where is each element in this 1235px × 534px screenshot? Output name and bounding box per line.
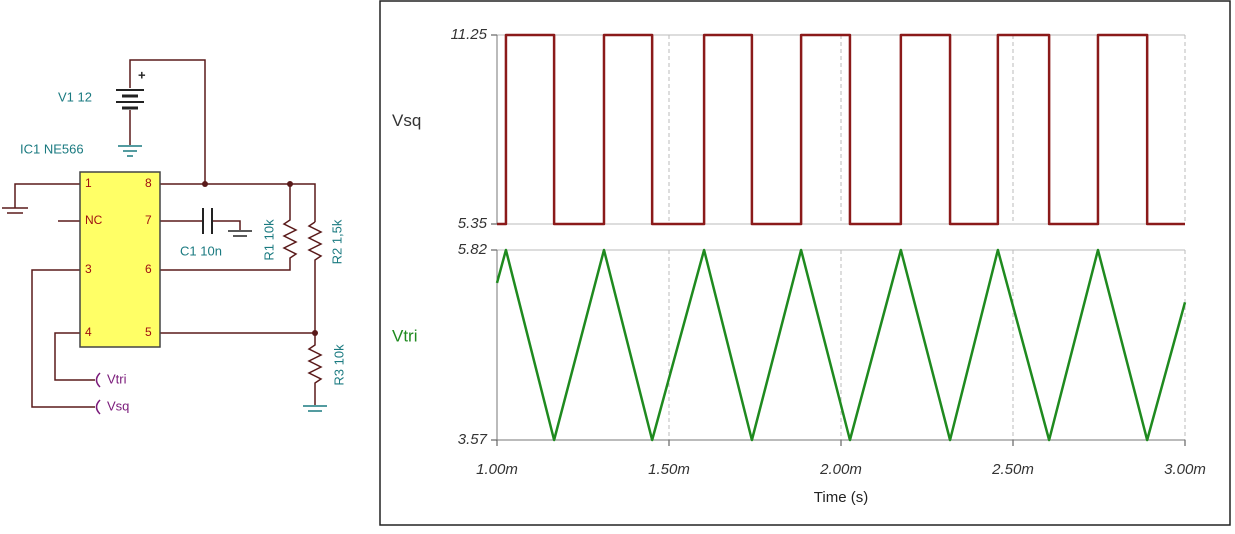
series-line	[497, 33, 1185, 226]
x-tick-label: 1.50m	[648, 461, 690, 478]
component-label: R3 10k	[331, 344, 346, 386]
resistor-r3	[307, 333, 323, 405]
resistor-r2	[160, 221, 323, 334]
plus-sign: +	[138, 67, 146, 82]
probe	[95, 372, 101, 388]
ic-body	[79, 171, 161, 348]
junction	[312, 330, 318, 336]
series-label: Vsq	[392, 111, 421, 130]
component-label: V1 12	[58, 89, 92, 104]
x-tick-label: 2.50m	[991, 461, 1034, 478]
y-tick-label: 3.57	[458, 431, 488, 448]
y-tick-label: 5.82	[458, 241, 488, 258]
component-label: C1 10n	[180, 243, 222, 258]
junction	[287, 181, 293, 187]
wire	[160, 183, 316, 222]
pin-label: 5	[145, 325, 152, 339]
pin-label: 4	[85, 325, 92, 339]
probe	[95, 399, 101, 415]
pin-label: 8	[145, 176, 152, 190]
pin-label: 3	[85, 262, 92, 276]
junction	[202, 181, 208, 187]
y-tick-label: 11.25	[451, 26, 488, 43]
probe-label: Vtri	[107, 371, 127, 386]
wire	[129, 59, 206, 184]
component-label: IC1 NE566	[20, 141, 84, 156]
x-tick-label: 2.00m	[819, 461, 862, 478]
component-label: R1 10k	[261, 219, 276, 261]
x-axis-label: Time (s)	[814, 489, 868, 506]
component-label: R2 1,5k	[329, 219, 344, 264]
pin-label: 1	[85, 176, 92, 190]
pin-label: 7	[145, 213, 152, 227]
pin-label: 6	[145, 262, 152, 276]
wire	[213, 220, 241, 230]
series-line	[495, 248, 1187, 442]
plots: 11.25 5.35 Vsq 5.82 3.57 1.00m 1.50m 2.00m 2.50m…	[392, 26, 1206, 506]
x-tick-label: 1.00m	[476, 461, 518, 478]
resistor-r1	[160, 184, 298, 271]
probe-label: Vsq	[107, 398, 129, 413]
pin-label: NC	[85, 213, 103, 227]
x-tick-label: 3.00m	[1164, 461, 1206, 478]
wire	[54, 332, 95, 381]
wire	[31, 269, 95, 408]
series-label: Vtri	[392, 326, 418, 345]
wire	[14, 183, 80, 208]
schematic: 1 NC 3 4 8 7 6 5 + V1 12 IC1 NE566 C1 10…	[2, 59, 346, 415]
y-tick-label: 5.35	[458, 215, 488, 232]
